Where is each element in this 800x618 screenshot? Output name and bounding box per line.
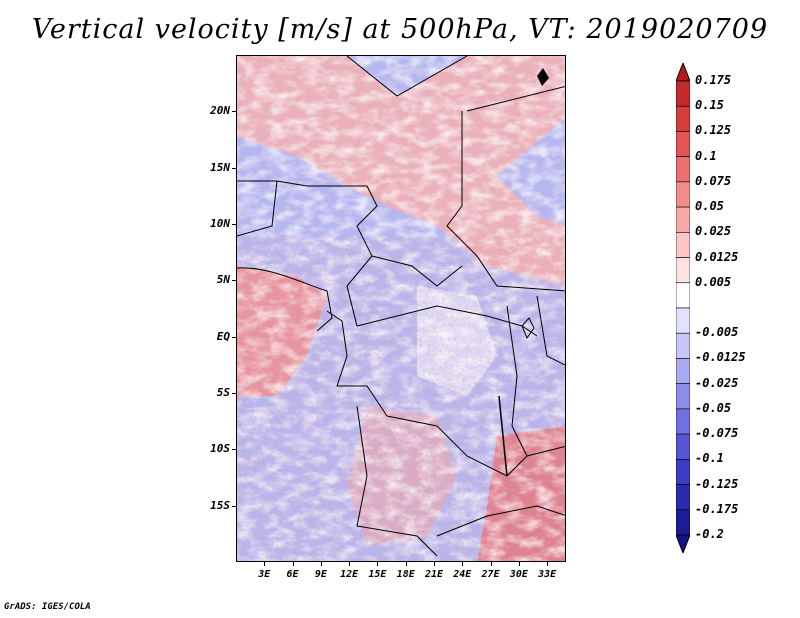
- colorbar-box: [675, 206, 691, 233]
- grads-credit: GrADS: IGES/COLA: [4, 602, 91, 612]
- colorbar-label: 0.1: [695, 148, 717, 163]
- colorbar-box: [675, 80, 691, 107]
- lon-label: 18E: [396, 569, 415, 580]
- colorbar-label: 0.175: [695, 73, 732, 87]
- colorbar-box: [675, 358, 691, 384]
- colorbar-label: 0.15: [695, 98, 724, 113]
- lon-tick: [292, 562, 294, 566]
- colorbar-box: [675, 509, 691, 536]
- lon-label: 21E: [424, 569, 444, 580]
- colorbar-box: [675, 105, 691, 132]
- lat-label: 15S: [210, 498, 230, 512]
- colorbar-label: 0.0125: [695, 249, 739, 264]
- lake-victoria: [521, 317, 535, 340]
- colorbar-box: [675, 332, 691, 359]
- lon-tick: [518, 562, 520, 566]
- map-plot-area: [236, 55, 566, 562]
- colorbar-top-triangle: [675, 61, 691, 82]
- lake-marker: [537, 68, 549, 86]
- colorbar-label: 0.125: [695, 123, 732, 138]
- colorbar-box: [675, 459, 691, 485]
- map-field: [237, 56, 565, 561]
- country-borders: [237, 56, 565, 557]
- colorbar-label: -0.1: [695, 451, 724, 466]
- colorbar-box: [675, 156, 691, 183]
- colorbar-label: 0.075: [695, 173, 732, 188]
- lon-label: 6E: [286, 569, 299, 580]
- field-speckle: [237, 236, 565, 561]
- colorbar-bottom-triangle: [675, 534, 691, 555]
- lon-label: 3E: [258, 569, 271, 580]
- lon-label: 24E: [453, 569, 472, 580]
- colorbar-label: -0.125: [695, 476, 739, 491]
- lon-label: 9E: [314, 569, 327, 580]
- lon-label: 12E: [340, 569, 359, 580]
- lat-tick: [232, 111, 236, 113]
- colorbar-box: [675, 433, 691, 460]
- colorbar-label: 0.025: [695, 224, 732, 239]
- colorbar-box: [675, 383, 691, 410]
- lat-label: 15N: [210, 160, 230, 174]
- colorbar-box: [675, 307, 691, 334]
- lon-tick: [320, 562, 322, 566]
- colorbar-label: -0.05: [695, 400, 732, 415]
- lat-tick: [232, 393, 236, 394]
- colorbar-label: 0.05: [695, 199, 724, 214]
- lon-label: 30E: [509, 569, 528, 580]
- colorbar-box: [675, 408, 691, 435]
- colorbar-label: 0.005: [695, 274, 732, 289]
- colorbar-label: -0.005: [695, 325, 739, 340]
- lat-tick: [232, 449, 236, 451]
- lon-tick: [377, 562, 379, 566]
- lon-tick: [264, 562, 266, 566]
- lat-tick: [232, 167, 236, 169]
- lon-tick: [405, 562, 407, 566]
- colorbar-box: [675, 131, 691, 157]
- lat-label: 20N: [210, 104, 230, 118]
- lon-tick: [547, 562, 549, 566]
- colorbar-box: [675, 282, 691, 309]
- colorbar-box: [675, 181, 691, 208]
- lon-tick: [434, 562, 435, 566]
- lon-tick: [349, 562, 351, 566]
- colorbar-boxes: [675, 61, 691, 555]
- colorbar-label: -0.2: [695, 527, 724, 541]
- chart-title: Vertical velocity [m/s] at 500hPa, VT: 2…: [31, 14, 769, 45]
- lat-tick: [232, 280, 236, 282]
- lon-label: 15E: [368, 569, 387, 580]
- lon-tick: [490, 562, 492, 566]
- lat-label: 5N: [216, 273, 230, 287]
- lat-tick: [232, 336, 236, 338]
- lat-tick: [232, 224, 236, 225]
- colorbar-label: -0.075: [695, 426, 739, 441]
- colorbar-label: -0.025: [695, 375, 739, 390]
- colorbar-box: [675, 484, 691, 511]
- colorbar-label: -0.0125: [695, 350, 746, 365]
- colorbar-box: [675, 257, 691, 284]
- colorbar-box: [675, 232, 691, 258]
- colorbar: [675, 61, 691, 555]
- lat-tick: [232, 505, 236, 507]
- colorbar-label: -0.175: [695, 501, 739, 516]
- lon-label: 33E: [538, 569, 557, 580]
- lat-label: 5S: [216, 386, 230, 399]
- lake-tanganyika: [498, 395, 508, 477]
- lat-label: EQ: [216, 329, 230, 343]
- lat-label: 10S: [210, 442, 230, 456]
- lat-label: 10N: [210, 217, 230, 230]
- lon-tick: [462, 562, 464, 566]
- lon-label: 27E: [481, 569, 500, 580]
